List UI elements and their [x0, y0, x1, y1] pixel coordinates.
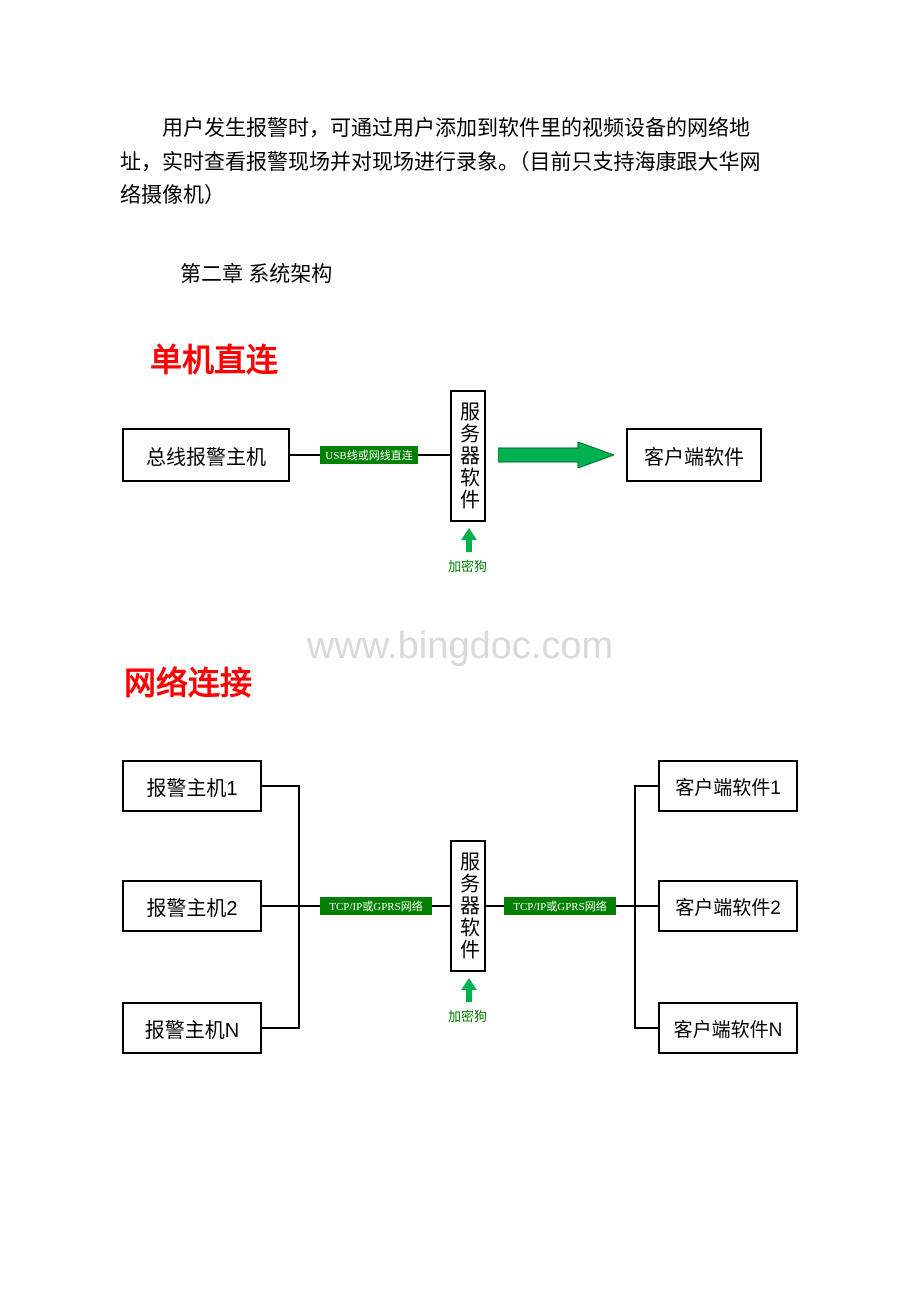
connector-vline: [634, 785, 636, 1029]
node-alarm-host-2: 报警主机2: [122, 880, 262, 932]
connector-line: [634, 785, 658, 787]
node-client-n: 客户端软件N: [658, 1002, 798, 1054]
arrow-icon: [498, 442, 614, 468]
connector-line: [262, 905, 300, 907]
connector-line: [432, 905, 450, 907]
dongle-label-2: 加密狗: [448, 1006, 487, 1025]
connector-vline: [298, 785, 300, 1029]
connector-line: [616, 905, 636, 907]
watermark-text: www.bingdoc.com: [0, 625, 920, 668]
connector-line: [634, 1027, 658, 1029]
edge-label-tcpip-left: TCP/IP或GPRS网络: [320, 897, 432, 915]
node-client-1: 客户端软件1: [658, 760, 798, 812]
paragraph-text: 用户发生报警时，可通过用户添加到软件里的视频设备的网络地址，实时查看报警现场并对…: [120, 112, 780, 213]
connector-line: [262, 785, 300, 787]
connector-line: [486, 905, 504, 907]
node-client-software: 客户端软件: [626, 428, 762, 482]
chapter-heading: 第二章 系统架构: [180, 258, 332, 288]
node-server-software-2: 服务器软件: [450, 840, 486, 972]
edge-label-usb: USB线或网线直连: [320, 446, 418, 464]
arrow-up-icon: [461, 528, 477, 552]
dongle-label: 加密狗: [448, 556, 487, 575]
node-client-2: 客户端软件2: [658, 880, 798, 932]
connector-line: [290, 454, 320, 456]
connector-line: [418, 454, 450, 456]
connector-line: [300, 905, 320, 907]
connector-line: [634, 905, 658, 907]
node-alarm-host-n: 报警主机N: [122, 1002, 262, 1054]
edge-label-tcpip-right: TCP/IP或GPRS网络: [504, 897, 616, 915]
diagram1-title: 单机直连: [150, 335, 278, 381]
node-server-software: 服务器软件: [450, 390, 486, 522]
node-alarm-host-1: 报警主机1: [122, 760, 262, 812]
diagram-single-direct: 单机直连 总线报警主机 USB线或网线直连 服务器软件 客户端软件 加密狗: [122, 335, 798, 581]
node-bus-alarm-host: 总线报警主机: [122, 428, 290, 482]
diagram-network: 网络连接 报警主机1 报警主机2 报警主机N TCP/IP或GPRS网络 服务器…: [122, 658, 798, 1108]
connector-line: [262, 1027, 300, 1029]
arrow-up-icon: [461, 978, 477, 1002]
